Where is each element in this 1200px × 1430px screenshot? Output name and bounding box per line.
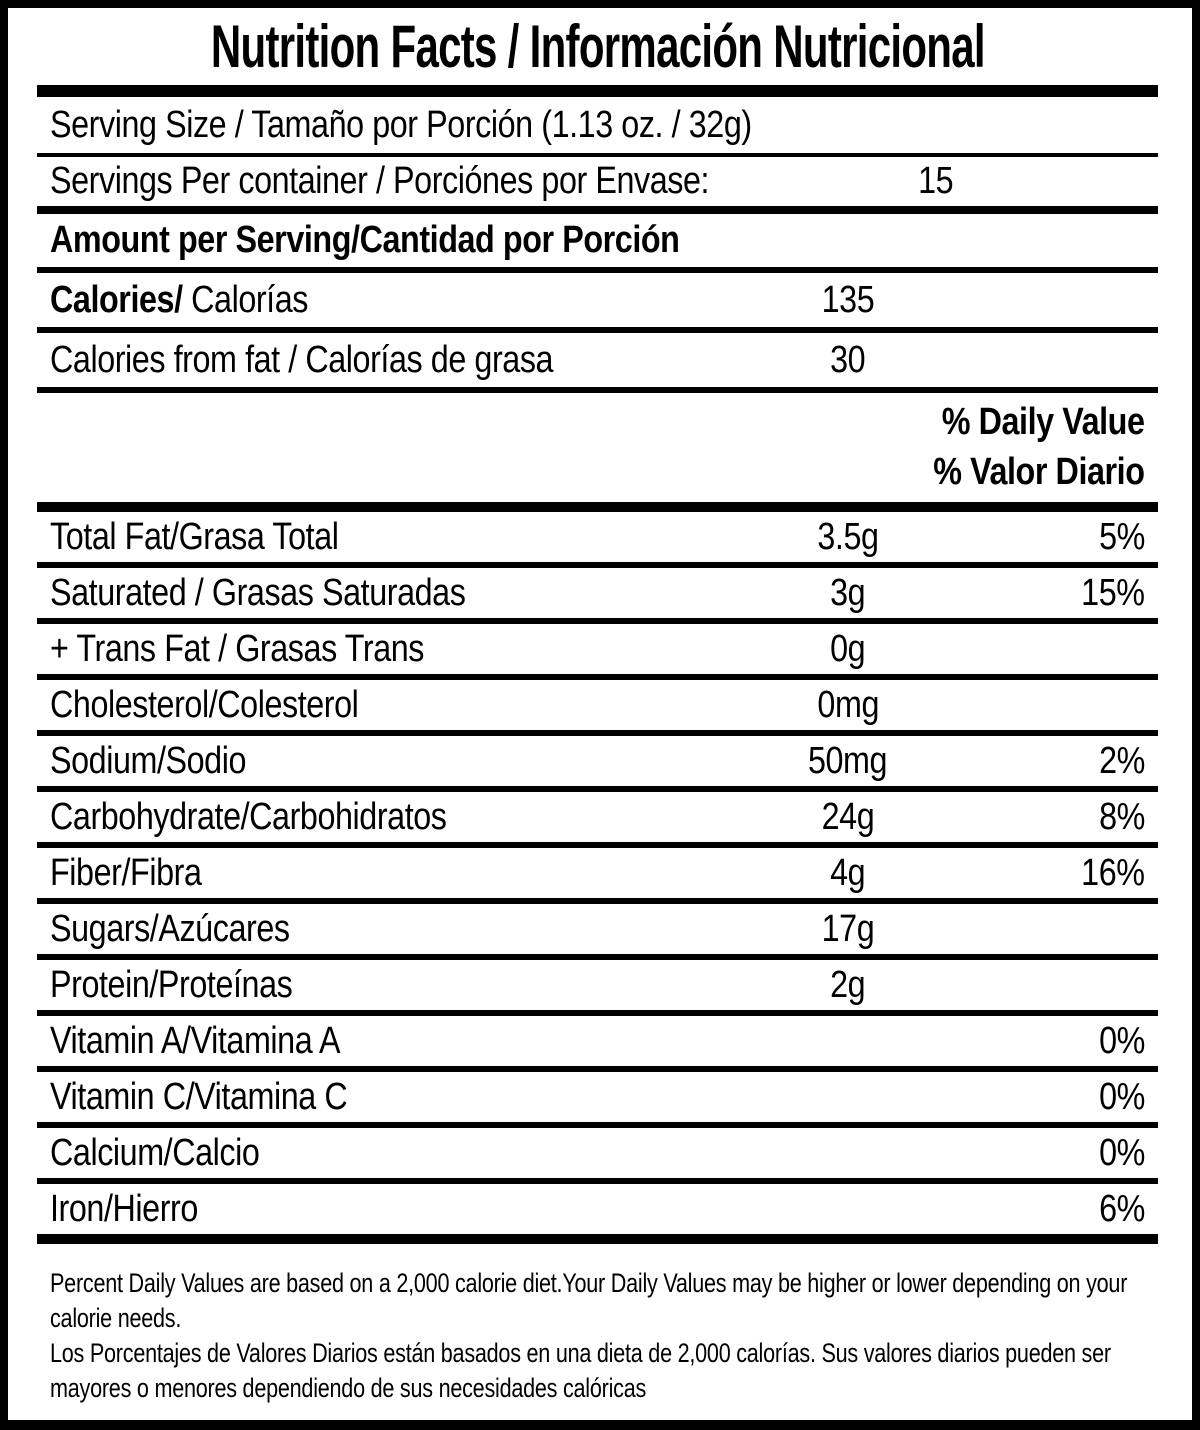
- nutrient-amount: 3g: [830, 571, 866, 614]
- serving-size-row: Serving Size / Tamaño por Porción (1.13 …: [37, 97, 1158, 157]
- nutrient-row-saturated-fat: Saturated / Grasas Saturadas 3g 15%: [37, 568, 1158, 624]
- nutrient-label: Iron/Hierro: [50, 1187, 198, 1230]
- nutrient-row-trans-fat: + Trans Fat / Grasas Trans 0g: [37, 624, 1158, 680]
- calories-from-fat-value: 30: [830, 338, 866, 381]
- servings-per-container-value: 15: [917, 160, 954, 202]
- nutrient-label: Vitamin A/Vitamina A: [50, 1019, 341, 1062]
- nutrient-label: Protein/Proteínas: [50, 963, 293, 1006]
- servings-per-container-row: Servings Per container / Porciónes por E…: [37, 157, 1158, 214]
- label-title: Nutrition Facts / Información Nutriciona…: [210, 13, 985, 80]
- nutrient-label: Cholesterol/Colesterol: [50, 683, 359, 726]
- footnote-english: Percent Daily Values are based on a 2,00…: [50, 1268, 1128, 1333]
- nutrient-label: Fiber/Fibra: [50, 851, 202, 894]
- nutrient-label: Total Fat/Grasa Total: [50, 515, 339, 558]
- nutrient-amount: 17g: [821, 907, 875, 950]
- footnotes: Percent Daily Values are based on a 2,00…: [37, 1244, 1158, 1406]
- calories-from-fat-label: Calories from fat / Calorías de grasa: [50, 338, 554, 381]
- nutrient-row-calcium: Calcium/Calcio 0%: [37, 1128, 1158, 1184]
- amount-per-serving-heading: Amount per Serving/Cantidad por Porción: [50, 219, 680, 261]
- calories-label-es: Calorías: [191, 278, 309, 321]
- nutrient-amount: 3.5g: [817, 515, 879, 558]
- serving-size-label: Serving Size / Tamaño por Porción (1.13 …: [50, 103, 752, 146]
- nutrient-label: + Trans Fat / Grasas Trans: [50, 627, 424, 670]
- nutrient-row-sodium: Sodium/Sodio 50mg 2%: [37, 736, 1158, 792]
- nutrient-dv: 5%: [1099, 515, 1145, 558]
- nutrient-amount: 4g: [830, 851, 866, 894]
- nutrient-label: Vitamin C/Vitamina C: [50, 1075, 348, 1118]
- calories-label-en: Calories/: [50, 278, 183, 321]
- calories-from-fat-row: Calories from fat / Calorías de grasa 30: [37, 333, 1158, 393]
- amount-per-serving-heading-row: Amount per Serving/Cantidad por Porción: [37, 214, 1158, 273]
- nutrient-row-iron: Iron/Hierro 6%: [37, 1184, 1158, 1244]
- nutrient-row-fiber: Fiber/Fibra 4g 16%: [37, 848, 1158, 904]
- footnote-spanish: Los Porcentajes de Valores Diarios están…: [50, 1338, 1111, 1403]
- nutrient-dv: 6%: [1099, 1187, 1145, 1230]
- nutrient-dv: 0%: [1099, 1131, 1145, 1174]
- label-title-row: Nutrition Facts / Información Nutriciona…: [37, 8, 1158, 97]
- label-inner: Nutrition Facts / Información Nutriciona…: [8, 8, 1192, 1406]
- nutrient-row-carbohydrate: Carbohydrate/Carbohidratos 24g 8%: [37, 792, 1158, 848]
- nutrient-label: Saturated / Grasas Saturadas: [50, 571, 466, 614]
- daily-value-heading-es: % Valor Diario: [933, 451, 1146, 494]
- nutrient-dv: 0%: [1099, 1075, 1145, 1118]
- nutrient-amount: 2g: [830, 963, 866, 1006]
- nutrient-row-vitamin-a: Vitamin A/Vitamina A 0%: [37, 1016, 1158, 1072]
- nutrient-dv: 16%: [1081, 851, 1146, 894]
- nutrient-dv: 15%: [1081, 571, 1146, 614]
- nutrient-amount: 0g: [830, 627, 866, 670]
- nutrient-label: Sodium/Sodio: [50, 739, 247, 782]
- nutrient-row-protein: Protein/Proteínas 2g: [37, 960, 1158, 1016]
- nutrient-dv: 0%: [1099, 1019, 1145, 1062]
- servings-per-container-label: Servings Per container / Porciónes por E…: [50, 160, 710, 202]
- daily-value-heading-en: % Daily Value: [942, 400, 1145, 443]
- nutrient-row-cholesterol: Cholesterol/Colesterol 0mg: [37, 680, 1158, 736]
- nutrient-label: Calcium/Calcio: [50, 1131, 260, 1174]
- nutrient-label: Sugars/Azúcares: [50, 907, 290, 950]
- nutrient-dv: 8%: [1099, 795, 1145, 838]
- nutrient-row-sugars: Sugars/Azúcares 17g: [37, 904, 1158, 960]
- nutrient-amount: 50mg: [808, 739, 888, 782]
- nutrient-row-vitamin-c: Vitamin C/Vitamina C 0%: [37, 1072, 1158, 1128]
- calories-row: Calories/Calorías 135: [37, 273, 1158, 333]
- nutrient-label: Carbohydrate/Carbohidratos: [50, 795, 447, 838]
- nutrient-amount: 0mg: [817, 683, 879, 726]
- daily-value-heading-block: % Daily Value % Valor Diario: [37, 393, 1158, 512]
- nutrient-dv: 2%: [1099, 739, 1145, 782]
- calories-value: 135: [821, 278, 875, 321]
- nutrient-amount: 24g: [821, 795, 875, 838]
- nutrient-row-total-fat: Total Fat/Grasa Total 3.5g 5%: [37, 512, 1158, 568]
